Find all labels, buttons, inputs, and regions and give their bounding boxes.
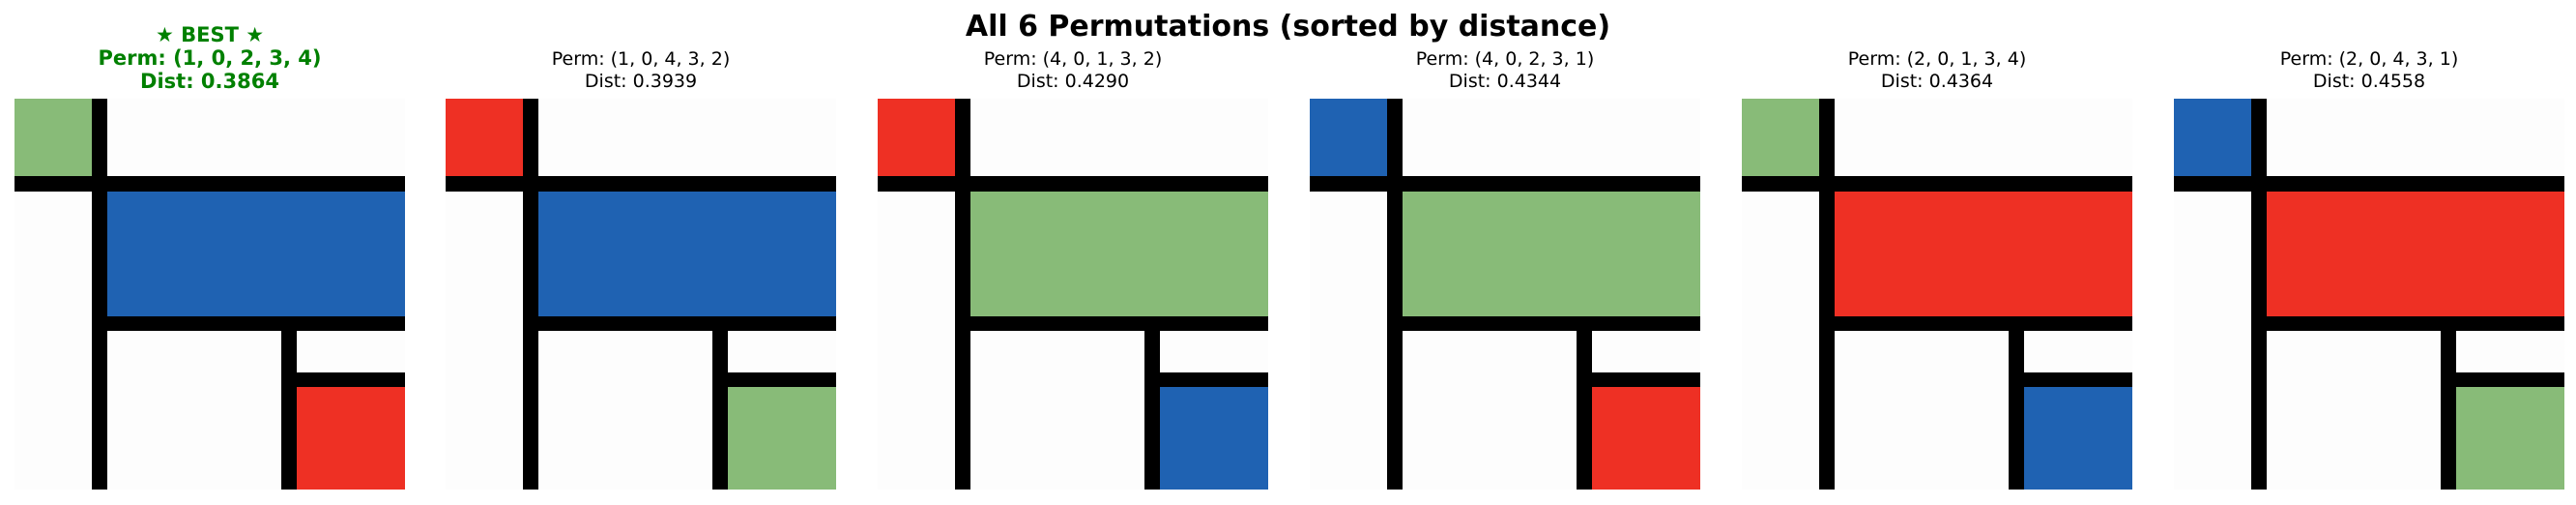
- composition-image: [2174, 99, 2564, 490]
- best-badge: ★ BEST ★: [155, 23, 265, 46]
- small-rectangle: [878, 99, 955, 176]
- small-rectangle: [2174, 99, 2251, 176]
- bottom-rectangle: [728, 387, 836, 490]
- horizontal-line-top: [446, 176, 836, 192]
- panel-title: Perm: (2, 0, 1, 3, 4) Dist: 0.4364: [1742, 48, 2132, 93]
- composition-image: [1310, 99, 1700, 490]
- large-rectangle: [1403, 192, 1700, 316]
- distance-label: Dist: 0.3939: [584, 71, 698, 92]
- composition-image: [14, 99, 405, 490]
- horizontal-line-bottom: [2024, 372, 2132, 387]
- horizontal-line-top: [878, 176, 1268, 192]
- permutation-label: Perm: (2, 0, 1, 3, 4): [1847, 48, 2027, 70]
- panel-title: Perm: (2, 0, 4, 3, 1) Dist: 0.4558: [2174, 48, 2564, 93]
- distance-label: Dist: 0.3864: [140, 70, 279, 93]
- distance-label: Dist: 0.4364: [1880, 71, 1994, 92]
- distance-label: Dist: 0.4344: [1448, 71, 1562, 92]
- horizontal-line-bottom: [1592, 372, 1700, 387]
- bottom-rectangle: [2456, 387, 2564, 490]
- horizontal-line-top: [1310, 176, 1700, 192]
- vertical-line-left: [92, 99, 107, 490]
- vertical-line-right: [1577, 331, 1592, 490]
- bottom-rectangle: [2024, 387, 2132, 490]
- panel-title: Perm: (4, 0, 2, 3, 1) Dist: 0.4344: [1310, 48, 1700, 93]
- vertical-line-left: [955, 99, 970, 490]
- large-rectangle: [107, 192, 405, 316]
- permutation-label: Perm: (2, 0, 4, 3, 1): [2279, 48, 2459, 70]
- vertical-line-right: [2009, 331, 2024, 490]
- panel-title: Perm: (1, 0, 4, 3, 2) Dist: 0.3939: [446, 48, 836, 93]
- small-rectangle: [1742, 99, 1819, 176]
- horizontal-line-top: [14, 176, 405, 192]
- figure-title: All 6 Permutations (sorted by distance): [965, 10, 1611, 44]
- small-rectangle: [14, 99, 92, 176]
- permutation-panel: ★ BEST ★ Perm: (1, 0, 2, 3, 4) Dist: 0.386…: [14, 0, 405, 505]
- composition-image: [1742, 99, 2132, 490]
- vertical-line-right: [712, 331, 728, 490]
- horizontal-line-middle: [1835, 316, 2132, 331]
- horizontal-line-bottom: [1160, 372, 1268, 387]
- composition-image: [446, 99, 836, 490]
- horizontal-line-middle: [1403, 316, 1700, 331]
- horizontal-line-middle: [970, 316, 1268, 331]
- vertical-line-left: [1387, 99, 1403, 490]
- permutation-panel: Perm: (4, 0, 1, 3, 2) Dist: 0.4290: [878, 0, 1268, 505]
- horizontal-line-top: [2174, 176, 2564, 192]
- horizontal-line-bottom: [728, 372, 836, 387]
- distance-label: Dist: 0.4558: [2312, 71, 2426, 92]
- vertical-line-left: [523, 99, 538, 490]
- permutation-panel: Perm: (4, 0, 2, 3, 1) Dist: 0.4344: [1310, 0, 1700, 505]
- small-rectangle: [446, 99, 523, 176]
- horizontal-line-middle: [107, 316, 405, 331]
- panel-title: Perm: (4, 0, 1, 3, 2) Dist: 0.4290: [878, 48, 1268, 93]
- permutation-panel: Perm: (1, 0, 4, 3, 2) Dist: 0.3939: [446, 0, 836, 505]
- permutation-label: Perm: (4, 0, 2, 3, 1): [1415, 48, 1595, 70]
- permutation-label: Perm: (4, 0, 1, 3, 2): [983, 48, 1163, 70]
- bottom-rectangle: [297, 387, 405, 490]
- permutation-panel: Perm: (2, 0, 4, 3, 1) Dist: 0.4558: [2174, 0, 2564, 505]
- vertical-line-right: [1144, 331, 1160, 490]
- permutation-panel: Perm: (2, 0, 1, 3, 4) Dist: 0.4364: [1742, 0, 2132, 505]
- horizontal-line-middle: [2267, 316, 2564, 331]
- horizontal-line-top: [1742, 176, 2132, 192]
- distance-label: Dist: 0.4290: [1016, 71, 1130, 92]
- large-rectangle: [1835, 192, 2132, 316]
- small-rectangle: [1310, 99, 1387, 176]
- panel-title: ★ BEST ★ Perm: (1, 0, 2, 3, 4) Dist: 0.386…: [14, 23, 405, 93]
- composition-image: [878, 99, 1268, 490]
- permutation-label: Perm: (1, 0, 4, 3, 2): [551, 48, 731, 70]
- horizontal-line-bottom: [2456, 372, 2564, 387]
- horizontal-line-bottom: [297, 372, 405, 387]
- large-rectangle: [538, 192, 836, 316]
- large-rectangle: [970, 192, 1268, 316]
- vertical-line-right: [2441, 331, 2456, 490]
- permutation-label: Perm: (1, 0, 2, 3, 4): [98, 46, 322, 70]
- bottom-rectangle: [1592, 387, 1700, 490]
- large-rectangle: [2267, 192, 2564, 316]
- vertical-line-left: [2251, 99, 2267, 490]
- bottom-rectangle: [1160, 387, 1268, 490]
- horizontal-line-middle: [538, 316, 836, 331]
- vertical-line-right: [281, 331, 297, 490]
- vertical-line-left: [1819, 99, 1835, 490]
